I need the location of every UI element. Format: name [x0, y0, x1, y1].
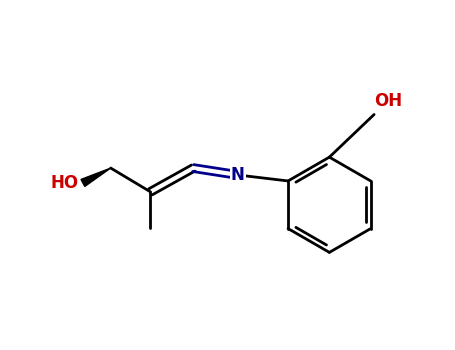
Text: HO: HO — [51, 174, 79, 192]
Polygon shape — [81, 168, 111, 187]
Text: N: N — [231, 166, 245, 184]
Text: OH: OH — [374, 92, 402, 110]
